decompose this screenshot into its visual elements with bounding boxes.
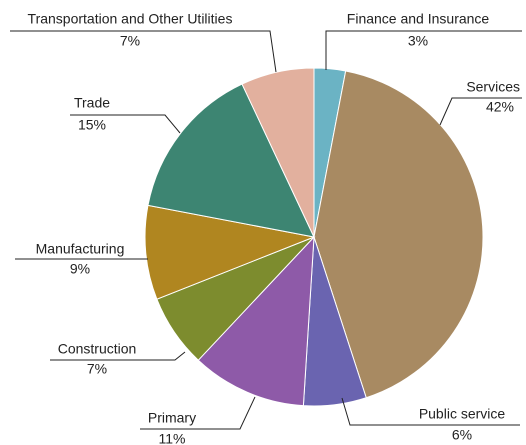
- slice-label: Construction: [58, 341, 137, 357]
- slice-label: Public service: [419, 406, 506, 422]
- slice-value-label: 15%: [78, 117, 106, 133]
- slice-value-label: 9%: [70, 261, 90, 277]
- slice-label: Services: [466, 79, 520, 95]
- slice-label: Manufacturing: [36, 241, 125, 257]
- pie-slice: [144, 204, 316, 300]
- slice-value-label: 42%: [486, 99, 514, 115]
- slice-value-label: 3%: [408, 33, 428, 49]
- slice-label: Primary: [148, 410, 196, 426]
- leader-line: [10, 30, 277, 73]
- slice-value-label: 7%: [87, 361, 107, 377]
- slice-value-label: 11%: [159, 431, 186, 445]
- leader-line: [325, 30, 522, 70]
- leader-line: [50, 351, 186, 361]
- slice-value-label: 6%: [452, 427, 472, 443]
- slice-label: Finance and Insurance: [347, 11, 490, 27]
- pie-slice: [197, 235, 315, 407]
- pie-slice: [313, 70, 484, 399]
- leader-line: [341, 397, 520, 426]
- leader-line: [70, 114, 181, 134]
- leader-line: [140, 396, 256, 430]
- pie-slice: [241, 67, 315, 238]
- leader-line: [439, 97, 522, 126]
- slice-label: Transportation and Other Utilities: [28, 11, 233, 27]
- slice-label: Trade: [74, 95, 110, 111]
- slice-value-label: 7%: [120, 33, 140, 49]
- pie-slice: [147, 83, 315, 238]
